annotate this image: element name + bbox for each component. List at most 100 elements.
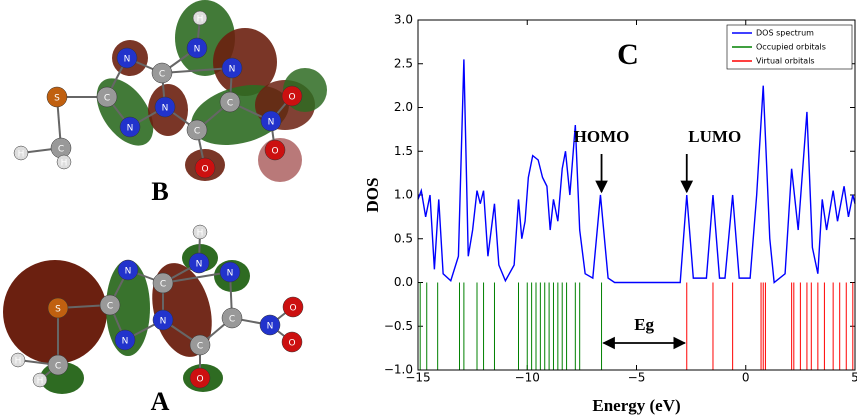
atom <box>186 119 208 141</box>
atom-label: N <box>160 317 167 327</box>
atom <box>99 294 121 316</box>
atom-label: C <box>160 280 166 290</box>
gap-label: Eg <box>634 315 654 334</box>
atom <box>46 86 68 108</box>
atom-label: C <box>229 315 235 325</box>
atom <box>189 367 211 389</box>
plot-frame <box>417 19 856 371</box>
y-tick-label: 2.0 <box>394 100 413 114</box>
atom-label: H <box>18 150 25 160</box>
y-tick-label: 1.5 <box>394 144 413 158</box>
atom <box>219 91 241 113</box>
atom-label: O <box>288 93 295 103</box>
atom <box>219 261 241 283</box>
atom-label: C <box>58 145 64 155</box>
y-tick-label: 0.0 <box>394 275 413 289</box>
atom-label: C <box>104 94 110 104</box>
bond <box>162 271 231 284</box>
x-axis-label: Energy (eV) <box>592 396 680 415</box>
atom <box>47 354 69 376</box>
chart-title: C <box>617 38 639 71</box>
y-tick-label: 3.0 <box>394 13 413 27</box>
atom-label: N <box>194 45 201 55</box>
atom <box>259 314 281 336</box>
atom <box>117 259 139 281</box>
atom <box>47 297 69 319</box>
dos-chart: −1.0 −0.5 0.0 0.5 1.0 1.5 2.0 2.5 3.0 −15 −10 −5 0 5 D… <box>363 13 857 416</box>
atom <box>32 372 48 388</box>
x-tick-label: −15 <box>405 371 430 385</box>
x-tick-label: −5 <box>628 371 646 385</box>
y-tick-label: 1.0 <box>394 188 413 202</box>
atom-label: N <box>124 55 131 65</box>
atom <box>151 62 173 84</box>
atom <box>260 110 282 132</box>
x-tick-label: 5 <box>851 371 857 385</box>
atom-label: H <box>15 357 22 367</box>
homo-label: HOMO <box>574 127 630 146</box>
atom-label: H <box>37 377 44 387</box>
atom-label: S <box>54 94 60 104</box>
atom-label: O <box>271 147 278 157</box>
atom <box>221 307 243 329</box>
atom-label: N <box>122 337 129 347</box>
atom-label: C <box>107 302 113 312</box>
atom <box>221 57 243 79</box>
atom-label: S <box>55 305 61 315</box>
atom-label: C <box>194 127 200 137</box>
atom-label: N <box>162 104 169 114</box>
atom-label: O <box>201 165 208 175</box>
y-tick-label: 2.5 <box>394 56 413 70</box>
y-tick-label: −1.0 <box>384 363 413 377</box>
atom <box>281 85 303 107</box>
y-tick-label: 0.5 <box>394 231 413 245</box>
atom <box>192 224 208 240</box>
dos-line <box>417 59 856 284</box>
legend-label: Occupied orbitals <box>756 43 826 52</box>
y-tick-label: −0.5 <box>384 319 413 333</box>
atom <box>281 331 303 353</box>
lumo-label: LUMO <box>688 127 741 146</box>
atom-label: N <box>267 322 274 332</box>
legend-label: Virtual orbitals <box>756 57 815 66</box>
atom-label: N <box>125 267 132 277</box>
atom-label: O <box>289 304 296 314</box>
x-tick-label: 0 <box>742 371 750 385</box>
bond <box>161 67 233 74</box>
atom-label: C <box>159 70 165 80</box>
atom <box>282 296 304 318</box>
atom-label: H <box>197 229 204 239</box>
atom-label: H <box>197 15 204 25</box>
atom-label: N <box>229 65 236 75</box>
x-tick-label: −10 <box>515 371 540 385</box>
atom <box>188 252 210 274</box>
atom <box>10 352 26 368</box>
atom-label: N <box>196 260 203 270</box>
atom <box>152 272 174 294</box>
atom <box>13 145 29 161</box>
legend-label: DOS spectrum <box>756 29 814 38</box>
atom <box>154 96 176 118</box>
panel-label: A <box>151 387 170 416</box>
atom-label: N <box>127 124 134 134</box>
atom <box>119 116 141 138</box>
y-axis-label: DOS <box>363 178 382 213</box>
atom-label: O <box>196 375 203 385</box>
atom <box>116 47 138 69</box>
atom <box>194 157 216 179</box>
atom <box>186 37 208 59</box>
panel-label: B <box>151 177 168 206</box>
atom-label: O <box>288 339 295 349</box>
atom <box>56 154 72 170</box>
atom-label: H <box>61 159 68 169</box>
atom <box>96 86 118 108</box>
atom-label: N <box>227 269 234 279</box>
atom-label: C <box>55 362 61 372</box>
atom-label: C <box>227 99 233 109</box>
atom <box>264 139 286 161</box>
atom <box>189 334 211 356</box>
atom <box>192 10 208 26</box>
atom-label: C <box>197 342 203 352</box>
